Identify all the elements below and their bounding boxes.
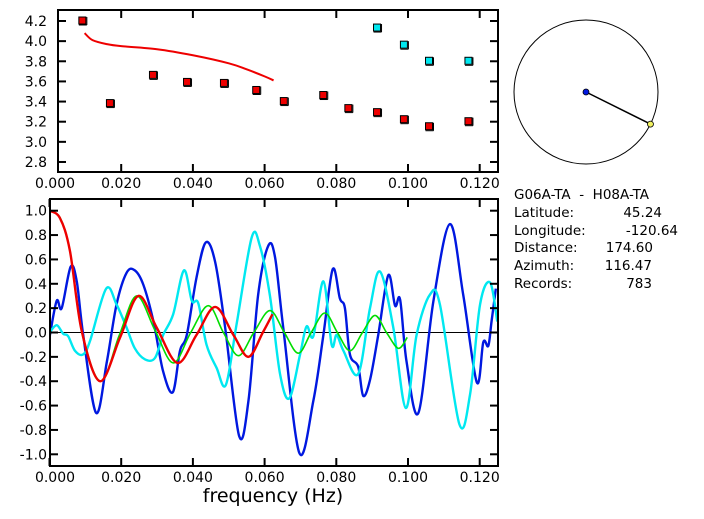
map-circle bbox=[513, 19, 659, 165]
y-tick-label: 3.0 bbox=[25, 135, 47, 151]
x-tick-label: 0.060 bbox=[245, 176, 285, 192]
x-tick-label: 0.000 bbox=[35, 176, 75, 192]
correlation-plot: 0.000 0.020 0.040 0.060 0.080 0.100 0.120 1.0 0.… bbox=[20, 198, 500, 486]
dispersion-plot: 0.000 0.020 0.040 0.060 0.080 0.100 0.120 2.8 3.… bbox=[25, 9, 500, 192]
data-point bbox=[425, 56, 434, 65]
data-point bbox=[252, 85, 261, 94]
distance-label: Distance: bbox=[514, 240, 578, 256]
y-tick-label: 2.8 bbox=[25, 155, 47, 171]
station-info: G06A-TA - H08A-TA Latitude: 45.24 Longit… bbox=[514, 187, 678, 292]
x-tick-label: 0.100 bbox=[388, 470, 428, 486]
latitude-label: Latitude: bbox=[514, 205, 574, 221]
y-tick-label: -0.4 bbox=[20, 374, 47, 390]
data-point bbox=[219, 78, 228, 87]
x-tick-label: 0.120 bbox=[460, 176, 500, 192]
records-label: Records: bbox=[514, 276, 572, 292]
y-tick-label: 3.2 bbox=[25, 115, 47, 131]
data-point bbox=[464, 56, 473, 65]
data-point bbox=[279, 97, 288, 106]
data-point bbox=[319, 91, 328, 100]
data-point bbox=[373, 23, 382, 32]
data-point bbox=[399, 40, 408, 49]
azimuth-value: 116.47 bbox=[605, 258, 652, 274]
y-tick-label: 0.6 bbox=[25, 252, 47, 268]
data-point bbox=[399, 115, 408, 124]
y-tick-label: 4.0 bbox=[25, 34, 47, 50]
x-tick-label: 0.040 bbox=[173, 176, 213, 192]
y-tick-label: 0.8 bbox=[25, 228, 47, 244]
y-tick-label: 0.0 bbox=[25, 326, 47, 342]
x-tick-label: 0.100 bbox=[388, 176, 428, 192]
x-tick-label: 0.000 bbox=[35, 470, 75, 486]
source-station-marker bbox=[582, 88, 590, 96]
y-tick-label: 3.4 bbox=[25, 95, 47, 111]
x-tick-label: 0.060 bbox=[245, 470, 285, 486]
series-cross-correlation-real bbox=[50, 222, 498, 457]
x-axis-title: frequency (Hz) bbox=[203, 485, 343, 507]
series-fundamental bbox=[78, 16, 474, 132]
x-tick-label: 0.020 bbox=[101, 470, 141, 486]
y-tick-label: 0.4 bbox=[25, 277, 47, 293]
data-point bbox=[344, 104, 353, 113]
x-tick-label: 0.120 bbox=[460, 470, 500, 486]
y-tick-label: -1.0 bbox=[20, 447, 47, 463]
receiver-station-marker bbox=[647, 120, 654, 128]
series-model-curve bbox=[83, 32, 274, 82]
data-point bbox=[373, 108, 382, 117]
y-tick-label: -0.2 bbox=[20, 350, 47, 366]
y-tick-label: 3.8 bbox=[25, 54, 47, 70]
plot-frame bbox=[57, 9, 499, 173]
records-value: 783 bbox=[626, 276, 652, 292]
y-tick-label: -0.6 bbox=[20, 399, 47, 415]
data-point bbox=[148, 70, 157, 79]
data-point bbox=[105, 99, 114, 108]
model-curve-line bbox=[83, 32, 274, 82]
station-pair: G06A-TA - H08A-TA bbox=[514, 187, 650, 203]
azimuth-label: Azimuth: bbox=[514, 258, 574, 274]
y-tick-label: 4.2 bbox=[25, 14, 47, 30]
x-tick-label: 0.020 bbox=[101, 176, 141, 192]
data-point bbox=[425, 122, 434, 131]
y-tick-label: 3.6 bbox=[25, 74, 47, 90]
y-tick-label: -0.8 bbox=[20, 423, 47, 439]
azimuth-line bbox=[585, 91, 651, 125]
x-tick-label: 0.040 bbox=[173, 470, 213, 486]
distance-value: 174.60 bbox=[606, 240, 653, 256]
data-point bbox=[183, 77, 192, 86]
x-tick-label: 0.080 bbox=[316, 176, 356, 192]
data-point bbox=[78, 16, 87, 25]
series-overtone bbox=[373, 23, 474, 66]
longitude-label: Longitude: bbox=[514, 223, 586, 239]
x-tick-label: 0.080 bbox=[316, 470, 356, 486]
series-bessel-model-fundamental bbox=[50, 209, 274, 383]
y-tick-label: 0.2 bbox=[25, 301, 47, 317]
longitude-value: -120.64 bbox=[626, 223, 678, 239]
series-cross-correlation-imag bbox=[50, 230, 498, 430]
data-point bbox=[464, 117, 473, 126]
y-tick-label: 1.0 bbox=[25, 204, 47, 220]
station-map bbox=[513, 19, 659, 165]
latitude-value: 45.24 bbox=[623, 205, 662, 221]
